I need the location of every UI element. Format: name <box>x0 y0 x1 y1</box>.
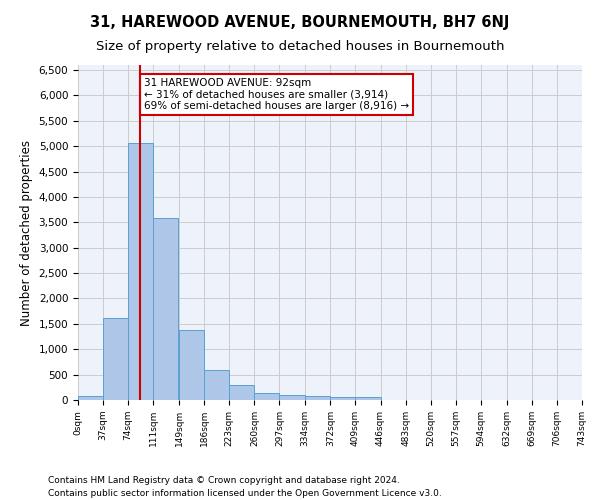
Bar <box>331 396 355 400</box>
Text: Contains HM Land Registry data © Crown copyright and database right 2024.: Contains HM Land Registry data © Crown c… <box>48 476 400 485</box>
Text: 31 HAREWOOD AVENUE: 92sqm
← 31% of detached houses are smaller (3,914)
69% of se: 31 HAREWOOD AVENUE: 92sqm ← 31% of detac… <box>144 78 409 111</box>
Text: Contains public sector information licensed under the Open Government Licence v3: Contains public sector information licen… <box>48 488 442 498</box>
Bar <box>305 396 329 400</box>
Bar <box>280 394 305 400</box>
Bar <box>78 396 103 400</box>
Text: Size of property relative to detached houses in Bournemouth: Size of property relative to detached ho… <box>96 40 504 53</box>
Bar <box>128 142 153 400</box>
Y-axis label: Number of detached properties: Number of detached properties <box>20 140 33 326</box>
Bar <box>204 370 229 400</box>
Bar <box>355 397 380 400</box>
Text: 31, HAREWOOD AVENUE, BOURNEMOUTH, BH7 6NJ: 31, HAREWOOD AVENUE, BOURNEMOUTH, BH7 6N… <box>91 15 509 30</box>
Bar <box>153 218 178 400</box>
Bar <box>179 330 204 400</box>
Bar <box>229 386 254 400</box>
Bar <box>254 392 280 400</box>
Bar <box>103 318 128 400</box>
